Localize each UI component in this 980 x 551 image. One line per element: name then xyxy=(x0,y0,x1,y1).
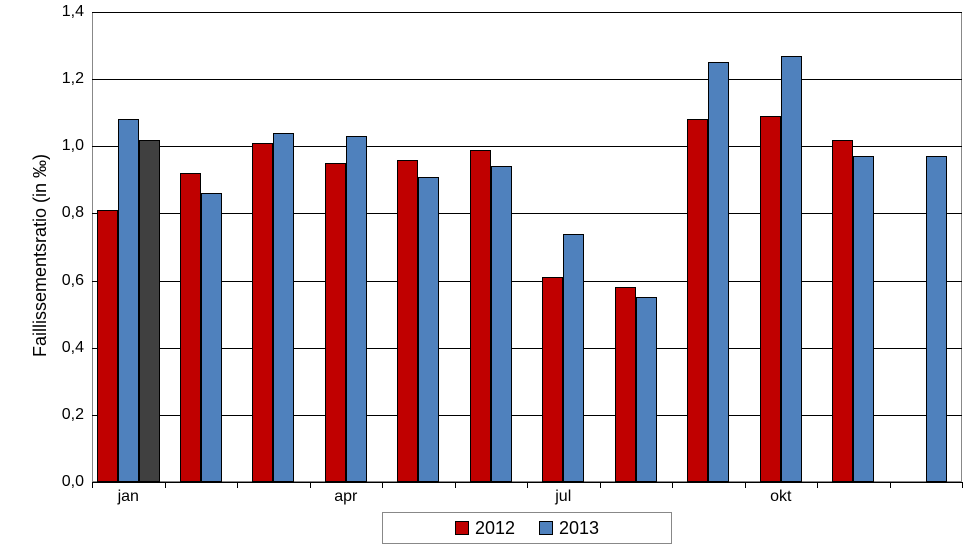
y-tick-label: 0,4 xyxy=(62,339,92,357)
y-tick-label: 0,0 xyxy=(62,473,92,491)
bar xyxy=(832,140,853,482)
y-axis-title: Faillissementsratio (in ‰) xyxy=(30,154,51,357)
plot-area: Faillissementsratio (in ‰) 0,00,20,40,60… xyxy=(92,12,962,482)
gridline xyxy=(92,79,962,80)
legend: 2012 2013 xyxy=(382,512,672,544)
x-tick-label: jul xyxy=(555,482,571,506)
x-tick-mark xyxy=(890,482,891,488)
x-tick-mark xyxy=(817,482,818,488)
legend-item: 2013 xyxy=(539,518,599,539)
y-tick-label: 0,6 xyxy=(62,272,92,290)
x-tick-mark xyxy=(962,482,963,488)
bar xyxy=(781,56,802,482)
gridline xyxy=(92,12,962,13)
bar xyxy=(491,166,512,482)
bar xyxy=(118,119,139,482)
x-tick-label: jan xyxy=(118,482,139,506)
x-tick-mark xyxy=(672,482,673,488)
bar xyxy=(97,210,118,482)
legend-label: 2012 xyxy=(475,518,515,539)
bar xyxy=(273,133,294,482)
bar xyxy=(636,297,657,482)
x-tick-mark xyxy=(92,482,93,488)
chart-container: Faillissementsratio (in ‰) 0,0 0,2 0,4 0,6 0… xyxy=(0,0,980,551)
x-tick-label: okt xyxy=(770,482,791,506)
x-tick-label: apr xyxy=(334,482,357,506)
x-tick-mark xyxy=(237,482,238,488)
bar xyxy=(346,136,367,482)
y-tick-label: 0,8 xyxy=(62,204,92,222)
bar xyxy=(325,163,346,482)
bar xyxy=(180,173,201,482)
bar xyxy=(563,234,584,482)
bar xyxy=(687,119,708,482)
bar xyxy=(139,140,160,482)
bar xyxy=(201,193,222,482)
bar xyxy=(418,177,439,483)
x-tick-mark xyxy=(600,482,601,488)
bar xyxy=(542,277,563,482)
bar xyxy=(760,116,781,482)
x-tick-mark xyxy=(455,482,456,488)
x-tick-mark xyxy=(527,482,528,488)
bar xyxy=(470,150,491,482)
legend-swatch xyxy=(539,521,553,535)
y-tick-label: 1,2 xyxy=(62,70,92,88)
y-tick-label: 1,0 xyxy=(62,137,92,155)
y-tick-label: 1,4 xyxy=(62,3,92,21)
bar xyxy=(252,143,273,482)
legend-swatch xyxy=(455,521,469,535)
x-tick-mark xyxy=(310,482,311,488)
legend-item: 2012 xyxy=(455,518,515,539)
bar xyxy=(615,287,636,482)
bar xyxy=(397,160,418,482)
x-tick-mark xyxy=(165,482,166,488)
legend-label: 2013 xyxy=(559,518,599,539)
bar xyxy=(926,156,947,482)
bar xyxy=(708,62,729,482)
bar xyxy=(853,156,874,482)
y-tick-label: 0,2 xyxy=(62,406,92,424)
x-tick-mark xyxy=(382,482,383,488)
x-tick-mark xyxy=(745,482,746,488)
